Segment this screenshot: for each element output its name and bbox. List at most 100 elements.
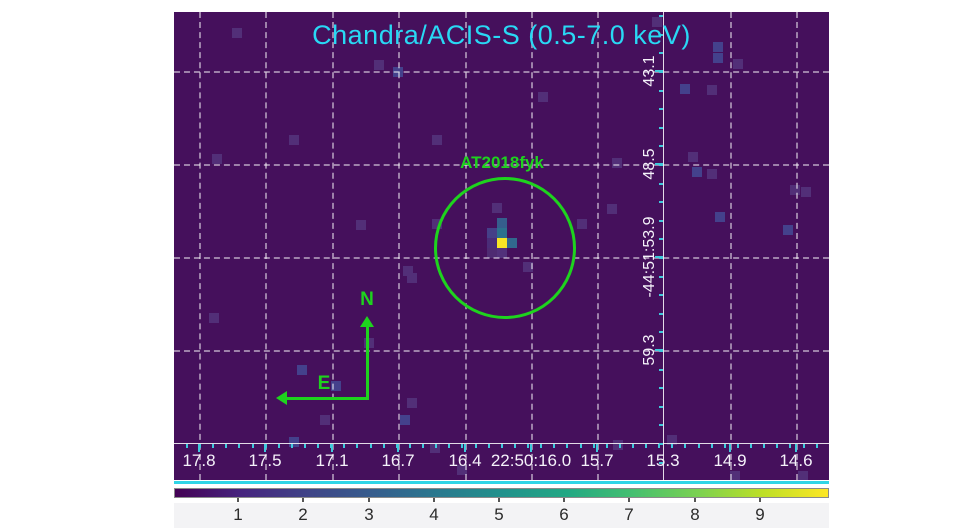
ra-minor-tick (212, 444, 215, 448)
dec-minor-tick (659, 33, 663, 36)
grid-line-horizontal (174, 164, 829, 166)
dec-tick-label: 59.3 (641, 334, 658, 366)
noise-pixel (400, 415, 410, 425)
dec-minor-tick (659, 145, 663, 148)
noise-pixel (297, 365, 307, 375)
ra-minor-tick (435, 444, 438, 448)
noise-pixel (692, 167, 702, 177)
colorbar-tick (498, 498, 500, 502)
ra-minor-tick (199, 444, 202, 448)
noise-pixel (538, 92, 548, 102)
noise-pixel (320, 415, 330, 425)
ra-minor-tick (461, 444, 464, 448)
ra-major-tick (264, 444, 266, 452)
colorbar-tick (759, 498, 761, 502)
grid-line-vertical (332, 12, 334, 480)
dec-axis-line (663, 12, 664, 480)
ra-tick-label: 22:50:16.0 (490, 451, 572, 470)
colorbar-tick (694, 498, 696, 502)
ra-minor-tick (487, 444, 490, 448)
ra-minor-tick (343, 444, 346, 448)
ra-minor-tick (579, 444, 582, 448)
dec-major-tick (655, 70, 663, 72)
dec-minor-tick (659, 71, 663, 73)
ra-minor-tick (631, 444, 634, 448)
dec-minor-tick (659, 238, 663, 241)
dec-minor-tick (659, 331, 663, 334)
dec-minor-tick (659, 164, 663, 166)
dec-tick-label: 48.5 (641, 148, 658, 180)
noise-pixel (432, 135, 442, 145)
ra-tick-label: 14.6 (779, 451, 813, 470)
colorbar-tick (628, 498, 630, 502)
noise-pixel (212, 154, 222, 164)
ra-minor-tick (553, 444, 556, 448)
ra-major-tick (464, 444, 466, 452)
dec-minor-tick (659, 294, 663, 297)
colorbar-tick-label: 5 (494, 505, 504, 524)
dec-minor-tick (659, 312, 663, 315)
ra-major-tick (530, 444, 532, 452)
colorbar (174, 488, 829, 498)
ra-minor-tick (251, 444, 254, 448)
colorbar-tick (433, 498, 435, 502)
grid-line-horizontal (174, 350, 829, 352)
ra-minor-tick (658, 444, 661, 448)
grid-line-vertical (730, 12, 732, 480)
grid-line-vertical (199, 12, 201, 480)
ra-minor-tick (710, 444, 713, 448)
ra-minor-tick (697, 444, 700, 448)
noise-pixel (577, 219, 587, 229)
ra-major-tick (596, 444, 598, 452)
ra-axis-line (174, 443, 829, 444)
dec-minor-tick (659, 368, 663, 371)
ra-major-tick (331, 444, 333, 452)
compass-north-arrow (365, 326, 369, 400)
ra-tick-label: 17.5 (248, 451, 282, 470)
source-circle (434, 177, 576, 319)
dec-minor-tick (659, 275, 663, 278)
colorbar-tick-label: 2 (298, 505, 308, 524)
noise-pixel (374, 60, 384, 70)
noise-pixel (430, 443, 440, 453)
ra-tick-label: 15.7 (580, 451, 614, 470)
noise-pixel (612, 158, 622, 168)
noise-pixel (364, 338, 374, 348)
ra-minor-tick (736, 444, 739, 448)
noise-pixel (707, 169, 717, 179)
ra-minor-tick (422, 444, 425, 448)
colorbar-tick (368, 498, 370, 502)
ra-major-tick (795, 444, 797, 452)
ra-minor-tick (225, 444, 228, 448)
noise-pixel (730, 471, 740, 480)
dec-minor-tick (659, 424, 663, 427)
ra-minor-tick (645, 444, 648, 448)
ra-minor-tick (185, 444, 188, 448)
colorbar-tick-label: 7 (624, 505, 634, 524)
colorbar-tick-label: 3 (364, 505, 374, 524)
compass-east-label: E (317, 373, 331, 394)
ra-minor-tick (369, 444, 372, 448)
noise-pixel (407, 398, 417, 408)
ra-minor-tick (448, 444, 451, 448)
grid-line-vertical (796, 12, 798, 480)
noise-pixel (652, 17, 662, 27)
ra-major-tick (729, 444, 731, 452)
noise-pixel (607, 204, 617, 214)
ra-minor-tick (750, 444, 753, 448)
noise-pixel (289, 135, 299, 145)
ra-major-tick (198, 444, 200, 452)
noise-pixel (403, 266, 413, 276)
noise-pixel (707, 85, 717, 95)
ra-minor-tick (500, 444, 503, 448)
dec-minor-tick (659, 52, 663, 55)
dec-minor-tick (659, 257, 663, 259)
colorbar-label-band (174, 503, 829, 528)
colorbar-tick (302, 498, 304, 502)
dec-minor-tick (659, 219, 663, 222)
colorbar-tick-label: 8 (690, 505, 700, 524)
figure-title: Chandra/ACIS-S (0.5-7.0 keV) (312, 20, 691, 50)
grid-line-vertical (597, 12, 599, 480)
noise-pixel (613, 440, 623, 450)
